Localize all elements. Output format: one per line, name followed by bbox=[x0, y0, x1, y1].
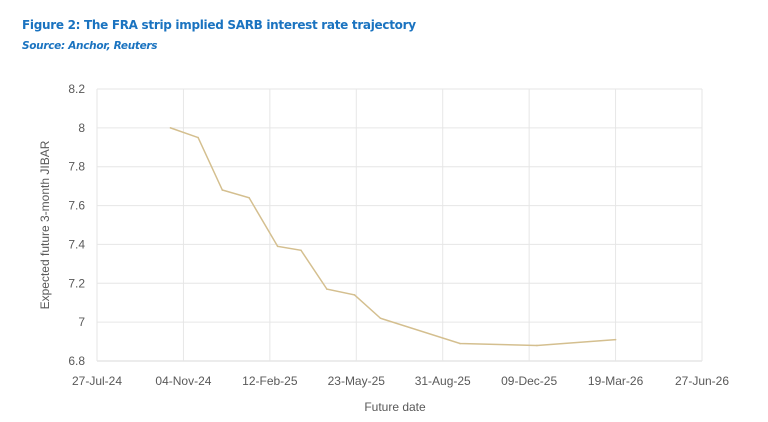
data-point bbox=[169, 127, 172, 129]
x-tick-label: 19-Mar-26 bbox=[588, 374, 644, 388]
x-tick-label: 12-Feb-25 bbox=[242, 374, 298, 388]
y-axis-label: Expected future 3-month JIBAR bbox=[38, 140, 52, 309]
data-point bbox=[353, 294, 356, 296]
data-point bbox=[536, 344, 538, 347]
data-point bbox=[326, 288, 328, 290]
y-tick-label: 7.6 bbox=[68, 199, 85, 213]
x-tick-label: 23-May-25 bbox=[328, 374, 386, 388]
series-line bbox=[170, 127, 616, 347]
y-tick-label: 7.2 bbox=[68, 276, 85, 290]
figure-source: Source: Anchor, Reuters bbox=[22, 40, 158, 52]
x-tick-label: 09-Dec-25 bbox=[501, 374, 557, 388]
x-tick-label: 04-Nov-24 bbox=[155, 374, 211, 388]
y-tick-label: 8.2 bbox=[68, 82, 85, 96]
data-point bbox=[459, 342, 461, 345]
y-tick-label: 7.4 bbox=[68, 237, 85, 251]
data-point bbox=[276, 245, 279, 248]
data-point bbox=[221, 189, 224, 191]
x-tick-label: 27-Jul-24 bbox=[72, 374, 122, 388]
y-tick-label: 6.8 bbox=[68, 354, 85, 368]
y-tick-label: 8 bbox=[78, 121, 85, 135]
data-point bbox=[379, 317, 382, 320]
data-point bbox=[248, 197, 250, 199]
y-tick-label: 7.8 bbox=[68, 160, 85, 174]
data-point bbox=[197, 136, 199, 139]
data-point bbox=[614, 338, 617, 341]
y-tick-label: 7 bbox=[78, 315, 85, 329]
x-axis-label: Future date bbox=[364, 400, 426, 414]
figure-title: Figure 2: The FRA strip implied SARB int… bbox=[22, 18, 416, 32]
data-point bbox=[300, 249, 302, 252]
x-tick-label: 27-Jun-26 bbox=[675, 374, 729, 388]
x-tick-label: 31-Aug-25 bbox=[415, 374, 471, 388]
